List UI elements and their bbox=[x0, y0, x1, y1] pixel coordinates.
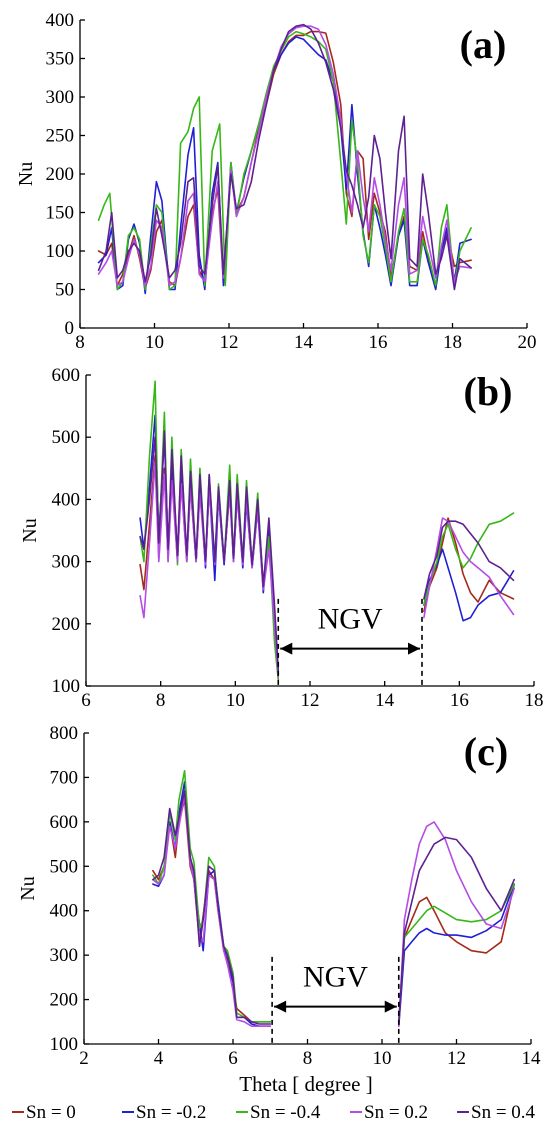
x-tick-label: 2 bbox=[79, 1048, 89, 1069]
y-axis-label: Nu bbox=[19, 518, 41, 542]
y-tick-label: 200 bbox=[50, 990, 79, 1011]
x-tick-label: 10 bbox=[226, 690, 245, 711]
ngv-arrowhead-right bbox=[384, 1000, 397, 1013]
y-tick-label: 250 bbox=[46, 126, 75, 147]
legend-label: Sn = 0.4 bbox=[471, 1102, 536, 1123]
panel-b: 6 8 10 12 14 16 18 100 200 300 400 500 600 Nu (b) NGV bbox=[19, 365, 544, 711]
x-tick-label: 12 bbox=[447, 1048, 466, 1069]
ngv-label: NGV bbox=[303, 961, 368, 994]
series-line bbox=[97, 25, 472, 287]
y-tick-label: 100 bbox=[50, 1034, 79, 1055]
series-line bbox=[398, 883, 515, 1027]
y-tick-label: 400 bbox=[46, 10, 75, 31]
y-tick-label: 50 bbox=[55, 280, 74, 301]
y-tick-label: 800 bbox=[50, 723, 79, 744]
x-tick-label: 14 bbox=[522, 1048, 542, 1069]
panel-a: 8 10 12 14 16 18 20050100150200250300350400Nu(… bbox=[15, 10, 537, 353]
series-line bbox=[423, 520, 515, 600]
series-line bbox=[97, 30, 472, 291]
y-tick-label: 300 bbox=[50, 945, 79, 966]
series-line bbox=[398, 821, 515, 1027]
x-tick-label: 14 bbox=[294, 332, 314, 353]
x-tick-label: 8 bbox=[75, 332, 85, 353]
series-line bbox=[152, 794, 272, 1027]
y-tick-label: 600 bbox=[52, 365, 81, 386]
legend-label: Sn = 0.2 bbox=[364, 1102, 428, 1123]
x-tick-label: 14 bbox=[375, 690, 395, 711]
y-axis-label: Nu bbox=[15, 162, 37, 186]
x-tick-label: 8 bbox=[303, 1048, 313, 1069]
x-tick-label: 10 bbox=[145, 332, 164, 353]
series-line bbox=[398, 883, 515, 1023]
x-tick-label: 12 bbox=[301, 690, 320, 711]
series-line bbox=[97, 23, 472, 291]
y-tick-label: 0 bbox=[65, 318, 75, 339]
y-tick-label: 300 bbox=[46, 87, 75, 108]
series-line bbox=[97, 30, 472, 289]
x-tick-label: 18 bbox=[443, 332, 462, 353]
y-tick-label: 500 bbox=[50, 856, 79, 877]
y-tick-label: 500 bbox=[52, 427, 81, 448]
panel-label: (b) bbox=[464, 369, 513, 414]
x-tick-label: 16 bbox=[450, 690, 469, 711]
x-tick-label: 20 bbox=[518, 332, 537, 353]
y-tick-label: 400 bbox=[50, 901, 79, 922]
series-line bbox=[97, 36, 472, 295]
series-line bbox=[152, 770, 272, 1023]
ngv-arrowhead-left bbox=[274, 1000, 287, 1013]
x-tick-label: 18 bbox=[525, 690, 544, 711]
x-tick-label: 16 bbox=[369, 332, 388, 353]
legend-label: Sn = 0 bbox=[26, 1102, 76, 1123]
ngv-arrowhead-right bbox=[408, 642, 420, 655]
legend-label: Sn = -0.2 bbox=[136, 1102, 206, 1123]
y-tick-label: 400 bbox=[52, 489, 81, 510]
y-tick-label: 350 bbox=[46, 49, 75, 70]
series-line bbox=[398, 836, 515, 1025]
series-line bbox=[423, 512, 515, 606]
legend: Sn = 0 Sn = -0.2 Sn = -0.4 Sn = 0.2 Sn = 0.4 bbox=[12, 1102, 536, 1123]
series-line bbox=[139, 430, 280, 672]
x-tick-label: 12 bbox=[220, 332, 239, 353]
panel-c: 2 4 6 8 10 12 14 100 200 300 400 500 600 700 800 Nu (c) N… bbox=[17, 723, 541, 1069]
y-tick-label: 200 bbox=[46, 164, 75, 185]
x-tick-label: 4 bbox=[154, 1048, 164, 1069]
x-tick-label: 8 bbox=[156, 690, 166, 711]
legend-label: Sn = -0.4 bbox=[250, 1102, 321, 1123]
panel-label: (a) bbox=[460, 22, 507, 67]
ngv-label: NGV bbox=[318, 603, 383, 636]
y-tick-label: 150 bbox=[46, 203, 75, 224]
series-line bbox=[423, 517, 515, 619]
ngv-arrowhead-left bbox=[280, 642, 293, 655]
x-axis-label: Theta [ degree ] bbox=[239, 1072, 373, 1096]
y-tick-label: 300 bbox=[52, 552, 81, 573]
y-tick-label: 100 bbox=[46, 241, 75, 262]
x-tick-label: 10 bbox=[373, 1048, 392, 1069]
y-tick-label: 700 bbox=[50, 767, 79, 788]
series-line bbox=[139, 414, 280, 675]
x-tick-label: 6 bbox=[81, 690, 91, 711]
panel-label: (c) bbox=[464, 729, 508, 774]
series-line bbox=[152, 790, 272, 1025]
x-tick-label: 6 bbox=[228, 1048, 238, 1069]
y-axis-label: Nu bbox=[17, 876, 39, 900]
y-tick-label: 200 bbox=[52, 614, 81, 635]
series-line bbox=[398, 883, 515, 1023]
y-tick-label: 100 bbox=[52, 676, 81, 697]
series-line bbox=[152, 798, 272, 1023]
y-tick-label: 600 bbox=[50, 812, 79, 833]
